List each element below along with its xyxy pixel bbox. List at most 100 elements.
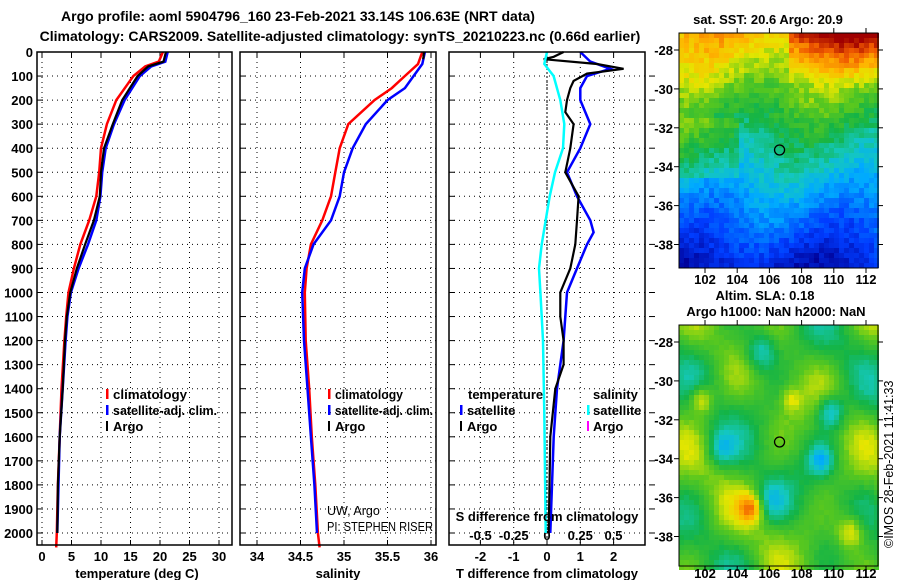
map-cell xyxy=(684,330,689,335)
map-cell xyxy=(804,238,809,243)
map-cell xyxy=(729,68,734,73)
map-cell xyxy=(719,98,724,103)
map-cell xyxy=(744,233,749,238)
map-cell xyxy=(794,345,799,350)
map-cell xyxy=(704,395,709,400)
map-cell xyxy=(844,425,849,430)
map-cell xyxy=(859,123,864,128)
map-cell xyxy=(754,330,759,335)
map-cell xyxy=(739,505,744,510)
map-cell xyxy=(774,43,779,48)
map-cell xyxy=(719,68,724,73)
map-cell xyxy=(709,380,714,385)
map-cell xyxy=(814,430,819,435)
map-cell xyxy=(809,565,814,570)
map-cell xyxy=(769,385,774,390)
map-cell xyxy=(874,123,879,128)
map-cell xyxy=(809,385,814,390)
map-cell xyxy=(749,118,754,123)
map-cell xyxy=(699,345,704,350)
map-cell xyxy=(749,345,754,350)
map-cell xyxy=(679,208,684,213)
map-cell xyxy=(784,525,789,530)
map-cell xyxy=(739,480,744,485)
map-cell xyxy=(839,263,844,268)
map-cell xyxy=(754,435,759,440)
map-cell xyxy=(774,480,779,485)
map-cell xyxy=(804,540,809,545)
map-cell xyxy=(844,375,849,380)
map-cell xyxy=(854,330,859,335)
map-cell xyxy=(689,565,694,570)
map-cell xyxy=(679,555,684,560)
map-cell xyxy=(814,375,819,380)
map-cell xyxy=(864,93,869,98)
map-cell xyxy=(844,520,849,525)
map-cell xyxy=(794,455,799,460)
map-cell xyxy=(819,63,824,68)
map-cell xyxy=(844,460,849,465)
map-cell xyxy=(764,430,769,435)
map-cell xyxy=(784,228,789,233)
map-cell xyxy=(874,248,879,253)
map-x-tick-label: 112 xyxy=(856,272,877,287)
map-cell xyxy=(754,380,759,385)
map-cell xyxy=(814,325,819,330)
map-cell xyxy=(714,33,719,38)
map-cell xyxy=(704,73,709,78)
map-cell xyxy=(854,465,859,470)
map-cell xyxy=(799,33,804,38)
map-cell xyxy=(804,228,809,233)
map-cell xyxy=(689,243,694,248)
map-cell xyxy=(804,350,809,355)
map-cell xyxy=(769,515,774,520)
map-cell xyxy=(724,565,729,570)
map-cell xyxy=(819,213,824,218)
map-cell xyxy=(809,470,814,475)
map-cell xyxy=(764,530,769,535)
map-cell xyxy=(784,128,789,133)
map-cell xyxy=(849,123,854,128)
map-cell xyxy=(849,370,854,375)
map-cell xyxy=(724,198,729,203)
map-cell xyxy=(729,455,734,460)
map-cell xyxy=(854,53,859,58)
map-cell xyxy=(869,238,874,243)
map-cell xyxy=(794,173,799,178)
map-cell xyxy=(719,168,724,173)
map-cell xyxy=(849,395,854,400)
map-cell xyxy=(694,470,699,475)
map-cell xyxy=(759,510,764,515)
map-cell xyxy=(814,148,819,153)
map-cell xyxy=(754,53,759,58)
map-cell xyxy=(754,355,759,360)
map-cell xyxy=(844,330,849,335)
map-cell xyxy=(684,173,689,178)
map-cell xyxy=(729,415,734,420)
map-cell xyxy=(784,485,789,490)
map-cell xyxy=(829,415,834,420)
map-cell xyxy=(724,188,729,193)
map-cell xyxy=(754,325,759,330)
map-cell xyxy=(874,88,879,93)
map-cell xyxy=(699,203,704,208)
map-cell xyxy=(874,495,879,500)
map-cell xyxy=(874,410,879,415)
map-cell xyxy=(779,520,784,525)
map-cell xyxy=(774,405,779,410)
map-cell xyxy=(704,128,709,133)
map-cell xyxy=(719,515,724,520)
map-cell xyxy=(849,168,854,173)
map-cell xyxy=(754,63,759,68)
map-cell xyxy=(804,113,809,118)
map-cell xyxy=(779,495,784,500)
map-cell xyxy=(859,430,864,435)
map-cell xyxy=(804,565,809,570)
map-cell xyxy=(719,325,724,330)
map-cell xyxy=(729,545,734,550)
map-cell xyxy=(809,233,814,238)
map-cell xyxy=(814,158,819,163)
map-cell xyxy=(729,158,734,163)
map-cell xyxy=(749,480,754,485)
map-cell xyxy=(824,525,829,530)
